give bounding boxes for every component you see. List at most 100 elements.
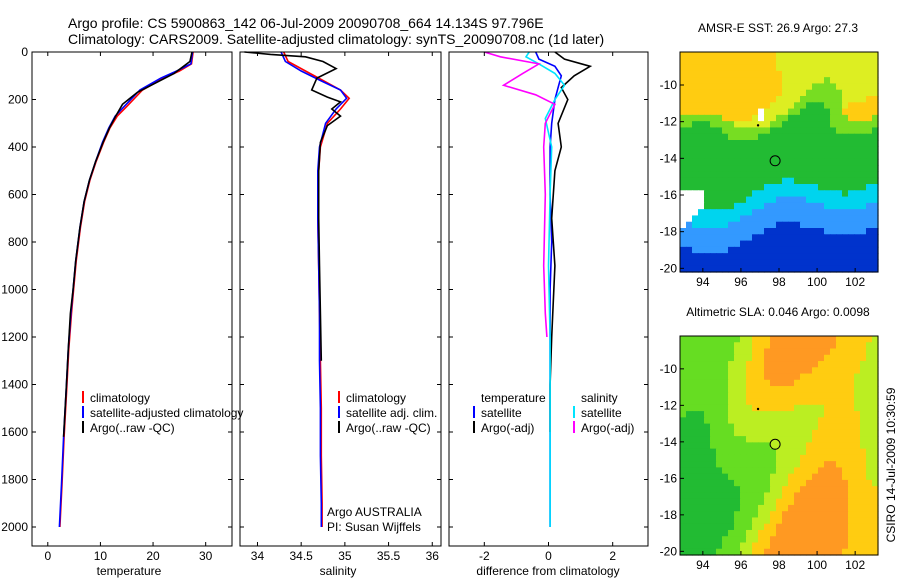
map-cell [764,127,771,135]
map-cell [842,479,849,487]
map-cell [848,442,855,450]
map-cell [842,342,849,350]
map-cell [686,209,693,217]
map-cell [770,473,777,481]
map-cell [848,342,855,350]
map-cell [836,184,843,191]
map-cell [806,392,813,400]
map-cell [710,479,717,487]
map-cell [764,386,771,393]
map-cell [782,52,789,59]
map-cell [812,523,819,531]
legend-label-temp-satellite: satellite [481,406,522,420]
map-cell [692,209,699,217]
map-cell [692,442,699,450]
map-cell [698,404,705,412]
map-cell [854,108,861,116]
map-cell [680,259,687,267]
map-cell [746,83,753,91]
map-cell [734,114,741,122]
map-cell [824,523,831,531]
map-cell [758,52,765,59]
map-cell [722,89,729,97]
map-cell [734,121,741,129]
map-cell [866,492,873,500]
map-cell [800,392,807,400]
map-cell [830,202,837,210]
map-cell [854,52,861,59]
map-cell [764,536,771,544]
map-cell [830,336,837,343]
map-cell [818,467,825,475]
map-cell [854,348,861,356]
map-cell [740,479,747,487]
map-cell [686,121,693,129]
map-cell [848,379,855,387]
map-cell [812,114,819,122]
map-cell [770,127,777,135]
map-cell [770,265,777,273]
map-cell [686,542,693,550]
map-cell [854,429,861,437]
map-cell [710,436,717,443]
map-cell [872,152,879,160]
map-cell [818,190,825,198]
map-cell [752,411,759,418]
map-cell [782,517,789,525]
map-cell [866,367,873,375]
map-cell [824,517,831,525]
map-cell [836,498,843,506]
map-cell [782,121,789,129]
map-cell [818,386,825,393]
map-cell [698,436,705,443]
map-cell [776,70,783,78]
map-cell [758,190,765,198]
map-cell [788,96,795,103]
map-cell [866,196,873,204]
map-cell [860,404,867,412]
map-cell [764,548,771,556]
map-cell [842,448,849,456]
map-cell [866,529,873,537]
map-cell [704,517,711,525]
map-cell [734,336,741,343]
map-cell [704,127,711,135]
map-cell [704,504,711,512]
map-cell [734,392,741,400]
map-cell [842,228,849,235]
map-cell [734,58,741,66]
y-tick-label: 1000 [1,283,28,297]
map-cell [854,89,861,97]
map-cell [830,454,837,462]
map-cell [740,228,747,235]
map-cell [818,373,825,381]
map-cell [752,454,759,462]
map-cell [806,52,813,59]
map-cell [854,354,861,362]
map-cell [680,473,687,481]
map-cell [806,361,813,368]
map-cell [734,473,741,481]
map-cell [818,259,825,267]
map-cell [722,77,729,85]
map-cell [728,492,735,500]
map-cell [698,89,705,97]
map-cell [782,215,789,223]
map-cell [764,196,771,204]
map-cell [836,411,843,418]
map-cell [722,386,729,393]
map-cell [830,253,837,261]
map-cell [752,184,759,191]
map-cell [764,379,771,387]
map-cell [740,492,747,500]
map-cell [704,184,711,191]
map-cell [734,542,741,550]
map-cell [746,108,753,116]
map-cell [764,411,771,418]
map-cell [710,529,717,537]
map-cell [716,70,723,78]
map-cell [770,146,777,154]
map-cell [770,361,777,368]
map-cell [860,473,867,481]
map-cell [704,442,711,450]
